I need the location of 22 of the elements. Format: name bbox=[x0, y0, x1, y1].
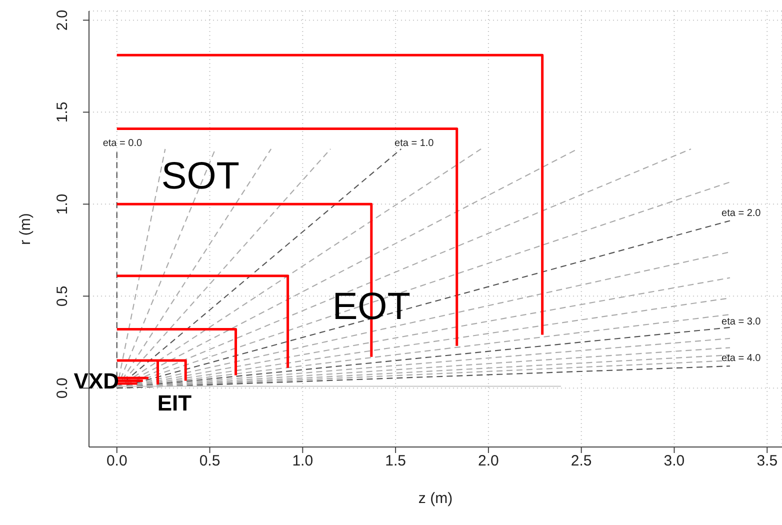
y-tick-label: 2.0 bbox=[54, 10, 71, 31]
x-tick-label: 0.0 bbox=[106, 452, 128, 470]
y-axis-title: r (m) bbox=[17, 213, 34, 245]
x-tick-label: 3.5 bbox=[756, 452, 778, 470]
annotation: eta = 4.0 bbox=[722, 353, 762, 364]
annotation: eta = 0.0 bbox=[102, 138, 142, 149]
x-tick-label: 1.5 bbox=[385, 452, 406, 470]
x-axis-title: z (m) bbox=[418, 490, 453, 507]
annotation: EIT bbox=[157, 390, 192, 416]
annotation: SOT bbox=[161, 156, 240, 198]
y-tick-label: 0.0 bbox=[54, 378, 71, 399]
y-tick-label: 1.5 bbox=[54, 102, 71, 123]
annotation: eta = 2.0 bbox=[722, 208, 762, 219]
y-tick-label: 0.5 bbox=[54, 286, 71, 307]
x-tick-label: 1.0 bbox=[292, 452, 314, 470]
annotation: eta = 1.0 bbox=[394, 138, 434, 149]
x-tick-label: 3.0 bbox=[664, 452, 685, 470]
y-tick-label: 1.0 bbox=[54, 194, 71, 215]
annotation: eta = 3.0 bbox=[722, 316, 762, 328]
x-tick-label: 2.0 bbox=[478, 452, 499, 470]
x-tick-label: 2.5 bbox=[570, 452, 592, 470]
x-tick-label: 0.5 bbox=[199, 452, 220, 470]
